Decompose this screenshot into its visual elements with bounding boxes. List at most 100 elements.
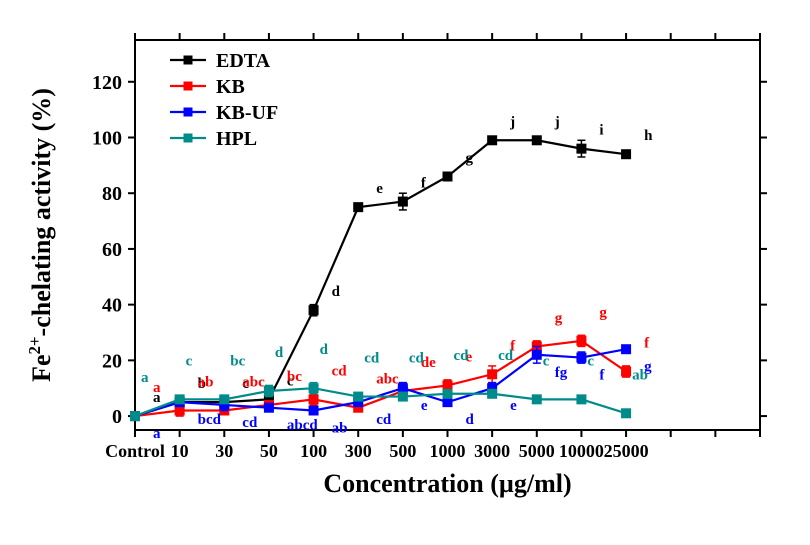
point-label: abc bbox=[376, 372, 399, 388]
y-tick-label: 20 bbox=[102, 350, 122, 372]
series-marker-KB bbox=[175, 406, 184, 415]
series-marker-HPL bbox=[354, 392, 363, 401]
series-marker-EDTA bbox=[622, 150, 631, 159]
point-label: c bbox=[543, 353, 550, 369]
point-label: c bbox=[587, 353, 594, 369]
x-tick-label: 10000 bbox=[559, 441, 604, 461]
x-tick-label: 3000 bbox=[474, 441, 510, 461]
x-tick-label: 50 bbox=[260, 441, 278, 461]
point-label: a bbox=[141, 370, 149, 386]
point-label: cd bbox=[409, 351, 425, 367]
x-axis-title: Concentration (µg/ml) bbox=[323, 469, 571, 498]
legend-label-KB: KB bbox=[216, 76, 245, 98]
y-tick-label: 120 bbox=[92, 72, 122, 94]
legend-marker-HPL bbox=[184, 134, 193, 143]
series-marker-EDTA bbox=[354, 203, 363, 212]
series-marker-HPL bbox=[577, 395, 586, 404]
x-tick-label: 1000 bbox=[430, 441, 466, 461]
point-label: f bbox=[599, 368, 605, 384]
point-label: a bbox=[153, 426, 161, 442]
point-label: d bbox=[466, 412, 475, 428]
y-tick-label: 80 bbox=[102, 183, 122, 205]
point-label: cd bbox=[376, 412, 392, 428]
series-marker-HPL bbox=[622, 409, 631, 418]
point-label: cd bbox=[498, 348, 514, 364]
series-marker-KB-UF bbox=[443, 398, 452, 407]
series-marker-KB bbox=[577, 336, 586, 345]
x-tick-label: 10 bbox=[171, 441, 189, 461]
series-marker-KB bbox=[622, 367, 631, 376]
series-marker-EDTA bbox=[398, 197, 407, 206]
x-tick-label: 30 bbox=[215, 441, 233, 461]
point-label: cd bbox=[332, 363, 348, 379]
x-tick-label: 300 bbox=[345, 441, 372, 461]
point-label: g bbox=[599, 305, 607, 321]
series-marker-HPL bbox=[175, 395, 184, 404]
point-label: bcd bbox=[198, 412, 222, 428]
legend-marker-KB bbox=[184, 82, 193, 91]
x-tick-label: 100 bbox=[300, 441, 327, 461]
series-marker-EDTA bbox=[577, 144, 586, 153]
series-marker-KB-UF bbox=[309, 406, 318, 415]
y-tick-label: 0 bbox=[112, 406, 122, 428]
series-marker-HPL bbox=[131, 412, 140, 421]
series-marker-HPL bbox=[309, 384, 318, 393]
legend-label-HPL: HPL bbox=[216, 128, 257, 150]
point-label: j bbox=[554, 114, 560, 130]
point-label: bc bbox=[287, 369, 302, 385]
x-tick-label: 25000 bbox=[604, 441, 649, 461]
legend-marker-EDTA bbox=[184, 56, 193, 65]
point-label: a bbox=[153, 380, 161, 396]
series-marker-EDTA bbox=[488, 136, 497, 145]
point-label: fg bbox=[555, 365, 568, 381]
y-tick-label: 100 bbox=[92, 128, 122, 150]
point-label: abc bbox=[242, 375, 265, 391]
point-label: e bbox=[510, 398, 517, 414]
point-label: d bbox=[332, 284, 341, 300]
series-marker-KB-UF bbox=[622, 345, 631, 354]
series-marker-KB-UF bbox=[398, 384, 407, 393]
chart-svg: 0 20 40 60 80 100 120 Control 10 30 50 100 300 500 100… bbox=[0, 0, 810, 545]
point-label: bc bbox=[230, 353, 245, 369]
y-tick-label: 60 bbox=[102, 239, 122, 261]
series-marker-KB bbox=[488, 370, 497, 379]
point-label: f bbox=[644, 336, 650, 352]
y-axis-title: Fe2+-chelating activity (%) bbox=[25, 88, 56, 382]
series-marker-HPL bbox=[443, 389, 452, 398]
point-label: cd bbox=[454, 348, 470, 364]
point-label: g bbox=[466, 151, 474, 167]
legend-label-KB-UF: KB-UF bbox=[216, 102, 278, 124]
point-label: i bbox=[599, 123, 603, 139]
series-marker-KB-UF bbox=[532, 350, 541, 359]
series-marker-HPL bbox=[220, 395, 229, 404]
point-label: ab bbox=[332, 421, 348, 437]
series-marker-EDTA bbox=[532, 136, 541, 145]
x-tick-label: 500 bbox=[389, 441, 416, 461]
y-tick-label: 40 bbox=[102, 295, 122, 317]
series-marker-KB bbox=[309, 395, 318, 404]
point-label: h bbox=[644, 128, 653, 144]
legend-marker-KB-UF bbox=[184, 108, 193, 117]
series-marker-KB bbox=[443, 381, 452, 390]
point-label: ab bbox=[632, 367, 648, 383]
series-marker-EDTA bbox=[309, 306, 318, 315]
series-marker-HPL bbox=[398, 392, 407, 401]
point-label: e bbox=[421, 398, 428, 414]
point-label: ab bbox=[198, 375, 214, 391]
point-label: j bbox=[509, 114, 515, 130]
point-label: g bbox=[555, 310, 563, 326]
point-label: d bbox=[320, 342, 329, 358]
point-label: e bbox=[376, 181, 383, 197]
legend-label-EDTA: EDTA bbox=[216, 50, 271, 72]
chart-container: 0 20 40 60 80 100 120 Control 10 30 50 100 300 500 100… bbox=[0, 0, 810, 545]
series-marker-HPL bbox=[488, 389, 497, 398]
x-tick-label: Control bbox=[105, 441, 165, 461]
plot-frame bbox=[135, 40, 760, 430]
x-tick-label: 5000 bbox=[519, 441, 555, 461]
series-marker-EDTA bbox=[443, 172, 452, 181]
point-label: abcd bbox=[287, 418, 319, 434]
point-label: c bbox=[186, 353, 193, 369]
series-marker-KB-UF bbox=[264, 403, 273, 412]
series-marker-HPL bbox=[532, 395, 541, 404]
series-marker-KB-UF bbox=[577, 353, 586, 362]
